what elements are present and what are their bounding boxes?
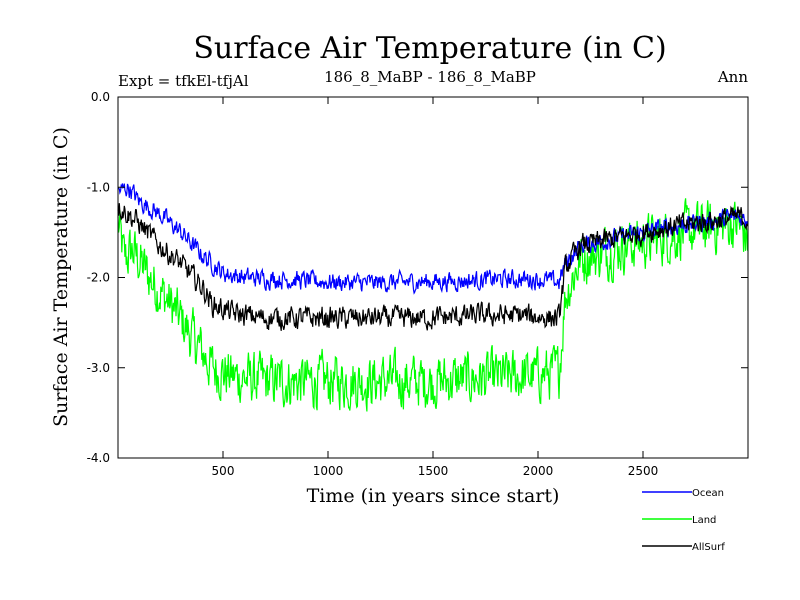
x-ticks: 500 1000 1500 2000 2500 [212,97,659,478]
legend-label: AllSurf [692,542,725,553]
x-tick-label: 500 [212,464,235,478]
x-tick-label: 2000 [523,464,554,478]
period-label: 186_8_MaBP - 186_8_MaBP [324,68,536,86]
x-tick-label: 2500 [628,464,659,478]
x-axis-label: Time (in years since start) [307,485,560,507]
chart-title: Surface Air Temperature (in C) [193,31,666,66]
x-tick-label: 1000 [313,464,344,478]
legend: Ocean Land AllSurf [642,488,725,553]
y-tick-label: -2.0 [87,271,110,285]
season-label: Ann [717,68,748,86]
y-axis-label: Surface Air Temperature (in C) [50,127,72,427]
legend-label: Ocean [692,488,724,499]
experiment-label: Expt = tfkEl-tfjAl [118,72,249,90]
y-tick-label: -4.0 [87,451,110,465]
y-tick-label: -3.0 [87,361,110,375]
y-tick-label: 0.0 [91,90,110,104]
legend-label: Land [692,515,716,526]
y-ticks: 0.0 -1.0 -2.0 -3.0 -4.0 [87,90,748,465]
series-line-allsurf [117,203,749,331]
series-layer [117,183,749,412]
y-tick-label: -1.0 [87,180,110,194]
x-tick-label: 1500 [418,464,449,478]
